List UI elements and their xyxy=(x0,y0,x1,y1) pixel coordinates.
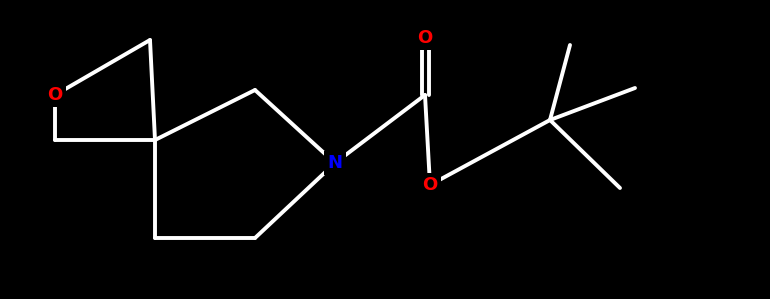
Text: O: O xyxy=(417,29,433,47)
Text: O: O xyxy=(423,176,437,194)
Text: N: N xyxy=(327,154,343,172)
Text: O: O xyxy=(48,86,62,104)
